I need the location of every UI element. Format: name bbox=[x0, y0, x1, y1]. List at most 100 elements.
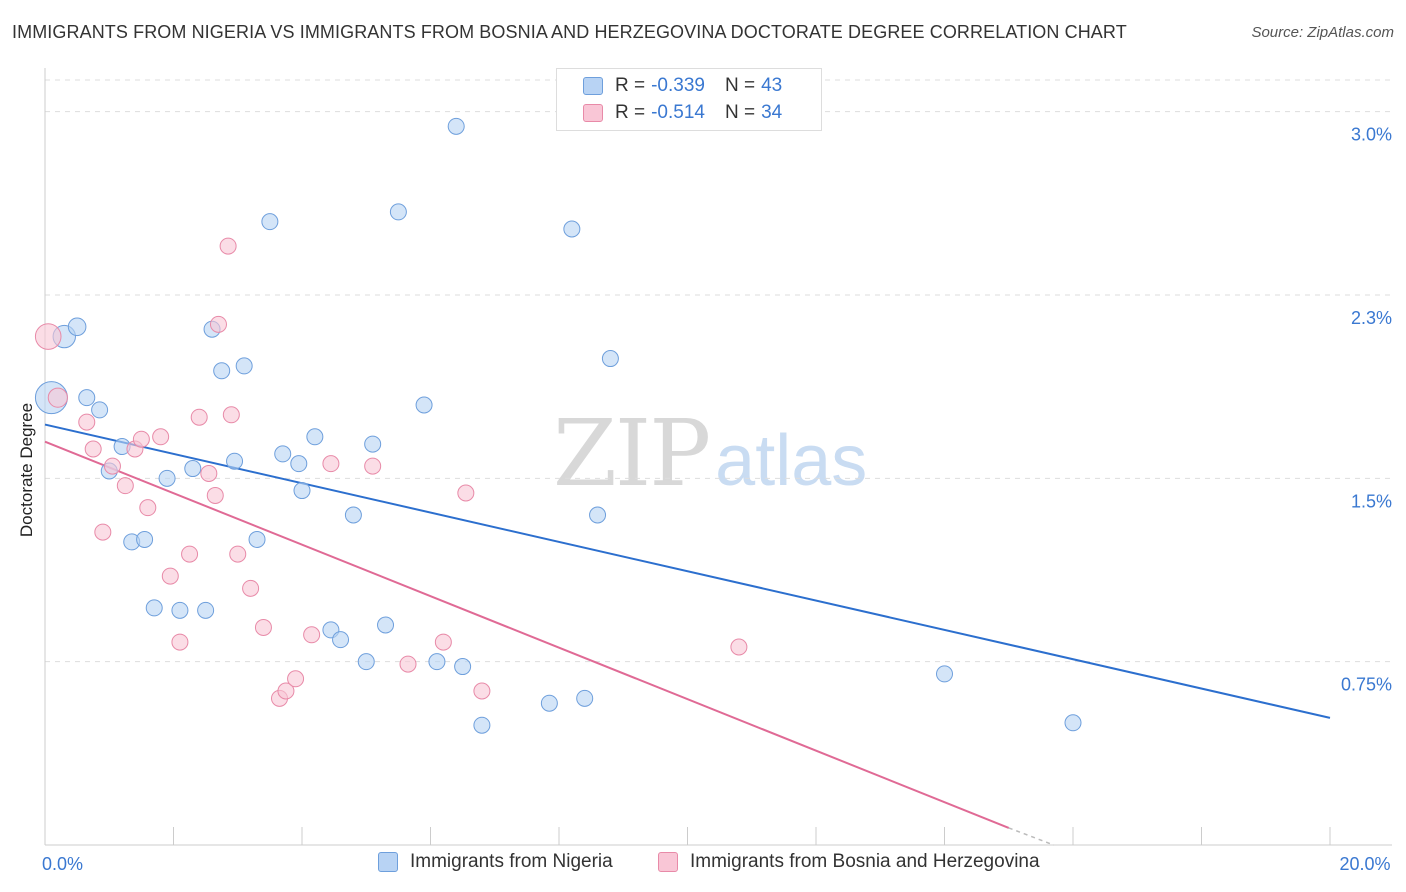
x-tick-label: 0.0% bbox=[42, 854, 83, 874]
data-point-bosnia bbox=[473, 682, 491, 700]
data-point-nigeria bbox=[158, 469, 176, 487]
data-point-nigeria bbox=[235, 357, 253, 375]
data-point-bosnia bbox=[209, 315, 227, 333]
data-point-bosnia bbox=[34, 323, 62, 350]
data-point-nigeria bbox=[226, 452, 244, 470]
legend-r-label: R = bbox=[615, 102, 646, 123]
data-point-nigeria bbox=[601, 350, 619, 368]
data-point-bosnia bbox=[190, 408, 208, 426]
data-point-nigeria bbox=[357, 653, 375, 671]
data-point-nigeria bbox=[454, 658, 472, 676]
data-point-bosnia bbox=[277, 682, 295, 700]
data-point-nigeria bbox=[184, 460, 202, 478]
series-swatch-nigeria bbox=[378, 852, 398, 872]
series-legend: Immigrants from Nigeria Immigrants from … bbox=[0, 851, 1406, 879]
data-point-nigeria bbox=[197, 601, 215, 619]
series-legend-bosnia: Immigrants from Bosnia and Herzegovina bbox=[658, 851, 1040, 873]
legend-n-value: 34 bbox=[761, 102, 783, 123]
series-swatch-bosnia bbox=[658, 852, 678, 872]
trend-line-extension-bosnia bbox=[1008, 827, 1054, 846]
data-point-bosnia bbox=[364, 457, 382, 475]
legend-r-value: -0.514 bbox=[651, 102, 705, 123]
data-point-bosnia bbox=[103, 457, 121, 475]
series-legend-nigeria: Immigrants from Nigeria bbox=[378, 851, 613, 873]
correlation-legend: R = -0.339 N = 43 R = -0.514 N = 34 bbox=[556, 68, 822, 131]
legend-n-value: 43 bbox=[761, 75, 783, 96]
legend-row-bosnia: R = -0.514 N = 34 bbox=[583, 100, 782, 126]
watermark: ZIPatlas bbox=[553, 400, 867, 507]
data-point-nigeria bbox=[576, 689, 594, 707]
y-tick-label: 0.75% bbox=[1341, 675, 1392, 695]
legend-r-value: -0.339 bbox=[651, 75, 705, 96]
data-point-bosnia bbox=[229, 545, 247, 563]
data-point-bosnia bbox=[181, 545, 199, 563]
data-point-bosnia bbox=[161, 567, 179, 585]
data-points bbox=[34, 117, 1082, 734]
data-point-bosnia bbox=[116, 477, 134, 495]
data-point-bosnia bbox=[287, 670, 305, 688]
data-point-bosnia bbox=[139, 499, 157, 517]
watermark-zip: ZIP bbox=[553, 400, 711, 507]
x-tick-label: 20.0% bbox=[1339, 854, 1390, 874]
data-point-bosnia bbox=[254, 618, 272, 636]
trend-line-bosnia bbox=[44, 440, 1010, 829]
data-point-nigeria bbox=[67, 317, 87, 337]
data-point-nigeria bbox=[364, 435, 382, 453]
y-tick-label: 3.0% bbox=[1351, 125, 1392, 145]
axes bbox=[44, 68, 1392, 846]
data-point-nigeria bbox=[473, 716, 491, 734]
watermark-atlas: atlas bbox=[715, 421, 868, 501]
data-point-bosnia bbox=[222, 406, 240, 424]
trend-line-nigeria bbox=[44, 423, 1331, 719]
data-point-nigeria bbox=[306, 428, 324, 446]
legend-r-label: R = bbox=[615, 75, 646, 96]
data-point-nigeria bbox=[589, 506, 607, 524]
data-point-bosnia bbox=[206, 486, 224, 504]
data-point-bosnia bbox=[94, 523, 112, 541]
data-point-nigeria bbox=[447, 117, 465, 135]
y-tick-label: 2.3% bbox=[1351, 308, 1392, 328]
data-point-nigeria bbox=[145, 599, 163, 617]
data-point-bosnia bbox=[322, 455, 340, 473]
legend-swatch-bosnia bbox=[583, 104, 603, 122]
legend-n-label: N = bbox=[724, 102, 756, 123]
data-point-bosnia bbox=[152, 428, 170, 446]
data-point-bosnia bbox=[242, 579, 260, 597]
data-point-bosnia bbox=[457, 484, 475, 502]
data-point-bosnia bbox=[78, 413, 96, 431]
data-point-nigeria bbox=[290, 455, 308, 473]
data-point-nigeria bbox=[293, 482, 311, 500]
data-point-nigeria bbox=[213, 362, 231, 380]
data-point-nigeria bbox=[389, 203, 407, 221]
data-point-bosnia bbox=[84, 440, 102, 458]
data-point-nigeria bbox=[248, 530, 266, 548]
data-point-nigeria bbox=[136, 530, 154, 548]
data-point-bosnia bbox=[47, 387, 68, 408]
data-point-bosnia bbox=[171, 633, 189, 651]
data-point-bosnia bbox=[132, 430, 150, 448]
data-point-nigeria bbox=[91, 401, 109, 419]
data-point-bosnia bbox=[434, 633, 452, 651]
y-tick-label: 1.5% bbox=[1351, 491, 1392, 511]
data-point-nigeria bbox=[377, 616, 395, 634]
data-point-nigeria bbox=[261, 213, 279, 231]
data-point-nigeria bbox=[428, 653, 446, 671]
data-point-bosnia bbox=[200, 464, 218, 482]
data-point-nigeria bbox=[274, 445, 292, 463]
data-point-nigeria bbox=[1064, 714, 1082, 732]
legend-n-label: N = bbox=[724, 75, 756, 96]
data-point-nigeria bbox=[936, 665, 953, 683]
legend-swatch-nigeria bbox=[583, 77, 603, 95]
y-axis-label: Doctorate Degree bbox=[17, 402, 36, 538]
data-point-nigeria bbox=[563, 220, 581, 238]
data-point-nigeria bbox=[344, 506, 362, 524]
trend-lines bbox=[44, 423, 1331, 846]
data-point-bosnia bbox=[219, 237, 237, 255]
data-point-nigeria bbox=[540, 694, 558, 712]
chart-title: IMMIGRANTS FROM NIGERIA VS IMMIGRANTS FR… bbox=[12, 22, 1127, 42]
data-point-nigeria bbox=[332, 631, 350, 649]
data-point-nigeria bbox=[415, 396, 433, 414]
legend-row-nigeria: R = -0.339 N = 43 bbox=[583, 73, 782, 99]
series-name-nigeria: Immigrants from Nigeria bbox=[410, 851, 613, 872]
